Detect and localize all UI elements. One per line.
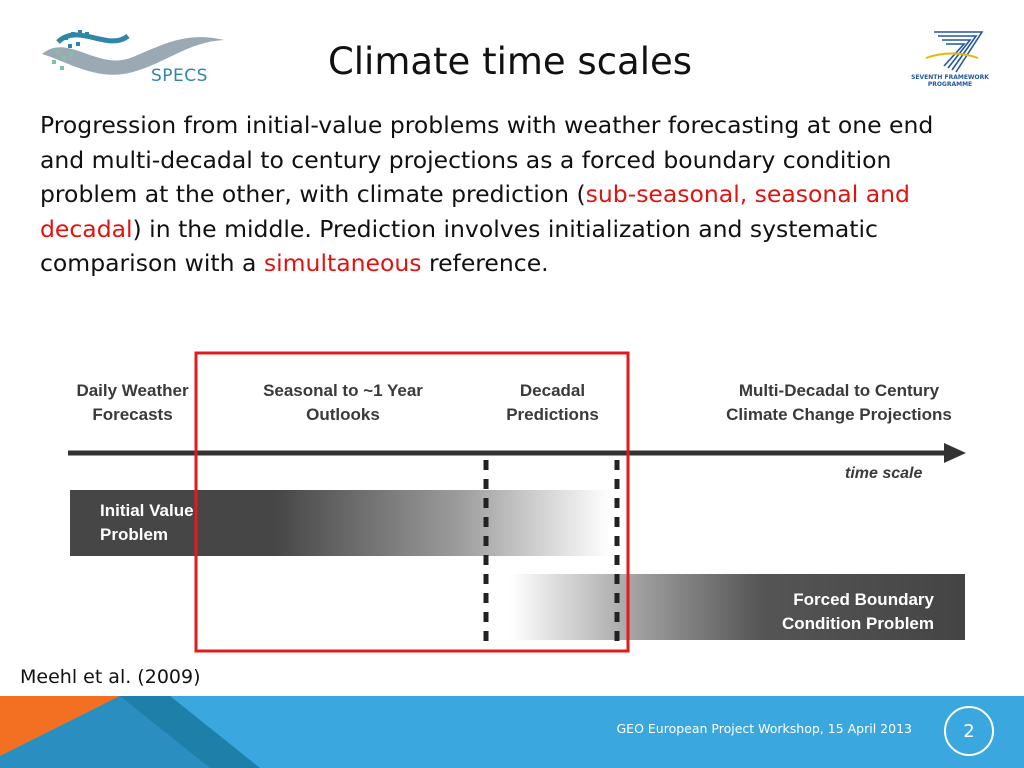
label-seasonal-line1: Seasonal to ~1 Year bbox=[263, 381, 423, 400]
label-decadal: Decadal Predictions bbox=[485, 379, 620, 427]
label-seasonal: Seasonal to ~1 Year Outlooks bbox=[238, 379, 448, 427]
footer-band bbox=[0, 696, 1024, 768]
body-text-part3: reference. bbox=[421, 249, 549, 277]
label-multi-line2: Climate Change Projections bbox=[726, 405, 952, 424]
time-scale-diagram: Daily Weather Forecasts Seasonal to ~1 Y… bbox=[60, 345, 972, 660]
label-daily-line1: Daily Weather bbox=[76, 381, 189, 400]
label-daily-weather: Daily Weather Forecasts bbox=[60, 379, 205, 427]
specs-logo-text: SPECS bbox=[151, 66, 208, 86]
body-text-part1: Progression from initial-value problems … bbox=[40, 111, 934, 208]
body-highlight-simultaneous: simultaneous bbox=[263, 249, 422, 277]
page-number: 2 bbox=[944, 706, 994, 756]
body-paragraph: Progression from initial-value problems … bbox=[40, 108, 980, 281]
citation: Meehl et al. (2009) bbox=[20, 666, 201, 688]
body-highlight-subseasonal: sub-seasonal, seasonal and decadal bbox=[40, 180, 910, 243]
fp7-logo-text: SEVENTH FRAMEWORK PROGRAMME bbox=[904, 74, 996, 88]
initial-value-bar bbox=[70, 490, 610, 556]
time-axis-arrowhead bbox=[944, 443, 966, 463]
label-seasonal-line2: Outlooks bbox=[306, 405, 380, 424]
fp7-icon bbox=[925, 31, 984, 73]
label-multi-line1: Multi-Decadal to Century bbox=[738, 381, 940, 400]
label-multi-decadal: Multi-Decadal to Century Climate Change … bbox=[708, 379, 970, 427]
forced-boundary-line1: Forced Boundary bbox=[793, 590, 934, 609]
forced-boundary-line2: Condition Problem bbox=[781, 614, 934, 633]
forced-boundary-label: Forced Boundary Condition Problem bbox=[768, 588, 934, 636]
initial-value-label: Initial Value Problem bbox=[100, 499, 194, 547]
slide-title: Climate time scales bbox=[327, 40, 693, 83]
footer-dark-orange-shape bbox=[0, 696, 210, 768]
prediction-highlight-box bbox=[194, 351, 630, 653]
label-decadal-line2: Predictions bbox=[506, 405, 599, 424]
footer-text: GEO European Project Workshop, 15 April … bbox=[616, 721, 912, 736]
initial-value-line1: Initial Value bbox=[100, 501, 194, 520]
initial-value-line2: Problem bbox=[100, 525, 169, 544]
diagram-graphics bbox=[68, 351, 966, 653]
label-decadal-line1: Decadal bbox=[519, 381, 586, 400]
forced-boundary-bar bbox=[510, 574, 965, 640]
fp7-text-line1: SEVENTH FRAMEWORK bbox=[911, 74, 989, 81]
time-scale-label: time scale bbox=[845, 465, 923, 482]
body-text-part2: ) in the middle. Prediction involves ini… bbox=[40, 214, 878, 278]
fp7-text-line2: PROGRAMME bbox=[927, 81, 973, 88]
specs-wave-icon bbox=[42, 30, 224, 75]
label-daily-line2: Forecasts bbox=[92, 405, 173, 424]
